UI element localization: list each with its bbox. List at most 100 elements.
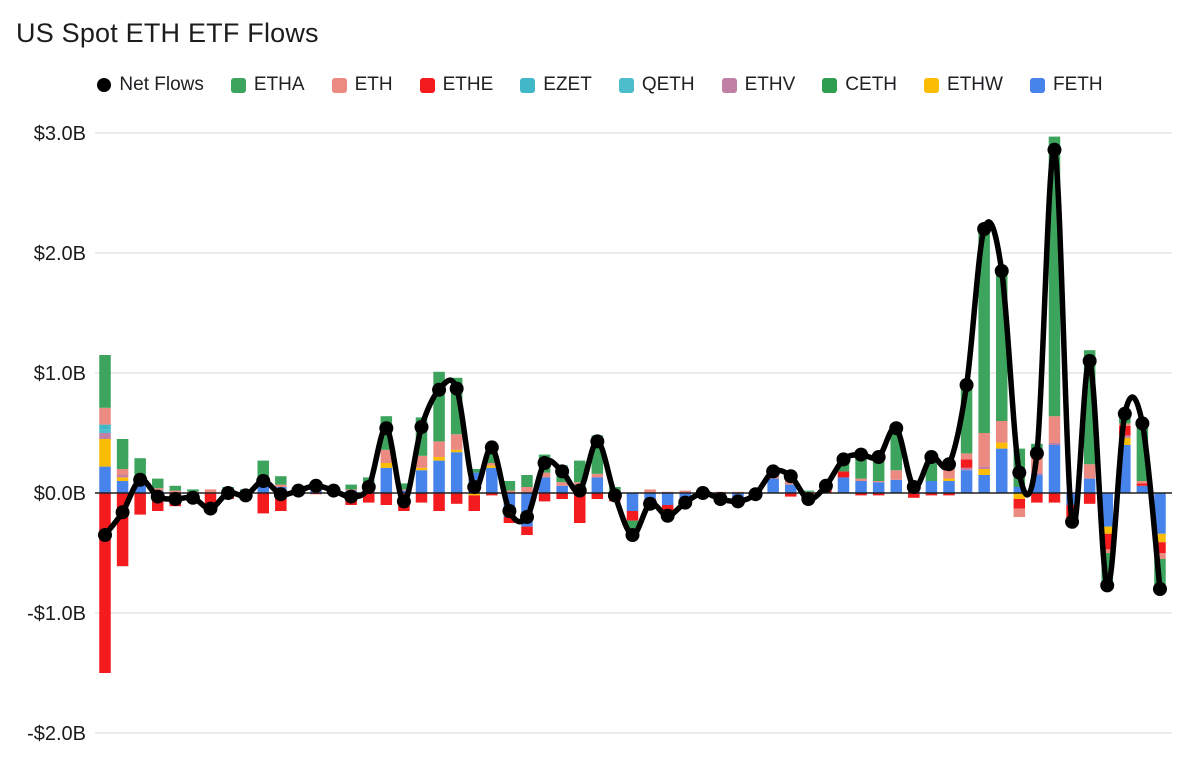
- bar-segment-eth: [556, 482, 568, 486]
- net-flows-dot: [361, 480, 376, 494]
- bar-segment-eth: [1154, 553, 1166, 559]
- legend-label: ETHA: [253, 74, 305, 95]
- bar-segment-feth: [1136, 485, 1149, 493]
- chart-title: US Spot ETH ETF Flows: [16, 18, 319, 48]
- net-flows-dot: [977, 222, 992, 236]
- bar-segment-ethv: [116, 475, 129, 478]
- bar-segment-eth: [890, 470, 902, 480]
- bar-segment-eth: [872, 481, 885, 483]
- bar-segment-etha: [257, 460, 269, 485]
- legend-item-eth[interactable]: ETH: [331, 74, 393, 96]
- bar-segment-ethv: [1048, 442, 1061, 445]
- bar-segment-etha: [855, 452, 867, 479]
- net-flows-dot: [748, 487, 763, 502]
- legend-item-net-flows[interactable]: Net Flows: [97, 74, 204, 96]
- bar-segment-etha: [802, 490, 815, 492]
- net-flows-dot: [221, 486, 236, 500]
- legend-item-ceth[interactable]: CETH: [822, 74, 897, 96]
- y-tick-label: $2.0B: [34, 243, 86, 265]
- bar-segment-feth: [995, 448, 1008, 493]
- bar-segment-feth: [890, 479, 902, 493]
- net-flows-dot: [484, 440, 499, 455]
- bar-segment-eth: [486, 463, 498, 466]
- net-flows-dot: [660, 508, 675, 523]
- net-flows-dot: [344, 489, 359, 504]
- bar-segment-feth: [1013, 487, 1026, 493]
- bar-segment-ethe: [275, 493, 287, 511]
- bar-segment-ethw: [1119, 437, 1131, 445]
- net-flows-dot: [379, 421, 394, 436]
- bar-segment-etha: [872, 454, 885, 481]
- bar-segment-feth: [257, 484, 269, 493]
- net-flows-dot: [238, 488, 253, 503]
- bar-segment-ethe: [626, 511, 639, 521]
- stacked-bars: [99, 136, 1166, 673]
- bar-segment-feth: [450, 452, 463, 493]
- net-flows-dot: [713, 492, 728, 506]
- bar-segment-eth: [855, 478, 867, 481]
- bar-segment-feth: [960, 470, 973, 493]
- legend-label: CETH: [845, 74, 898, 95]
- bar-segment-ethe: [538, 493, 551, 502]
- net-flows-dot: [502, 504, 517, 518]
- bar-segment-etha: [1136, 423, 1149, 481]
- bar-segment-ethw: [486, 465, 498, 468]
- net-flows-dot: [906, 480, 921, 494]
- bar-segment-etha: [169, 485, 182, 491]
- bar-segment-ethw: [1013, 493, 1026, 499]
- bar-segment-ethv: [960, 467, 973, 471]
- bar-segment-eth: [1101, 549, 1113, 553]
- bar-segment-etha: [345, 484, 357, 490]
- net-flows-dot: [889, 421, 904, 436]
- ethw-swatch: [924, 77, 940, 93]
- bar-segment-feth: [521, 493, 533, 527]
- bar-segment-etha: [978, 229, 990, 433]
- legend-item-ethv[interactable]: ETHV: [721, 74, 795, 96]
- net-flows-dot: [1029, 446, 1044, 461]
- bar-segment-eth: [960, 453, 973, 460]
- bar-segment-ethe: [784, 493, 797, 497]
- bar-segment-etha: [521, 475, 533, 487]
- bar-segment-ethe: [872, 493, 885, 496]
- net-flows-dot: [625, 528, 640, 542]
- bar-segment-etha: [995, 271, 1008, 421]
- legend-item-ethe[interactable]: ETHE: [419, 74, 493, 96]
- bar-segment-ethe: [99, 493, 111, 673]
- bar-segment-feth: [398, 490, 410, 493]
- bar-segment-feth: [415, 470, 428, 493]
- net-flows-dot: [256, 474, 271, 488]
- legend-item-feth[interactable]: FETH: [1029, 74, 1103, 96]
- net-flows-dot: [1100, 578, 1115, 593]
- bar-segment-eth: [591, 473, 604, 478]
- bar-segment-eth: [679, 490, 691, 493]
- net-flows-dot: [1135, 416, 1150, 431]
- legend-label: EZET: [543, 74, 592, 95]
- bar-segment-ethe: [1083, 493, 1096, 504]
- legend-item-etha[interactable]: ETHA: [230, 74, 305, 96]
- bar-segment-ethe: [380, 493, 393, 505]
- bar-segment-ethe: [468, 495, 480, 511]
- legend-item-ezet[interactable]: EZET: [520, 74, 592, 96]
- legend-item-ethw[interactable]: ETHW: [924, 74, 1003, 96]
- net-flows-dot: [555, 464, 570, 479]
- net-flows-dot: [185, 490, 200, 505]
- bar-segment-etha: [591, 435, 604, 474]
- bar-segment-etha: [275, 476, 287, 485]
- bar-segment-ethe: [1101, 533, 1113, 550]
- bar-segment-eth: [204, 489, 217, 493]
- legend-label: FETH: [1052, 74, 1103, 95]
- feth-swatch: [1029, 77, 1045, 93]
- chart-legend: Net Flows ETHA ETH ETHE EZET QETH ETHV CETH ETHW…: [0, 74, 1200, 96]
- legend-item-qeth[interactable]: QETH: [618, 74, 695, 96]
- bar-segment-eth: [978, 433, 990, 467]
- net-flows-dot: [695, 486, 710, 500]
- bar-segment-feth: [1031, 475, 1043, 493]
- plot-area: $3.0B $2.0B $1.0B $0.0B -$1.0B -$2.0B: [0, 110, 1200, 761]
- bar-segment-etha: [433, 371, 445, 442]
- bar-segment-ethe: [521, 526, 533, 535]
- ezet-swatch: [520, 77, 536, 93]
- bar-segment-ethw: [380, 463, 393, 468]
- bar-segment-etha: [99, 355, 111, 408]
- bar-segment-feth: [784, 484, 797, 493]
- bar-segment-feth: [1048, 445, 1061, 493]
